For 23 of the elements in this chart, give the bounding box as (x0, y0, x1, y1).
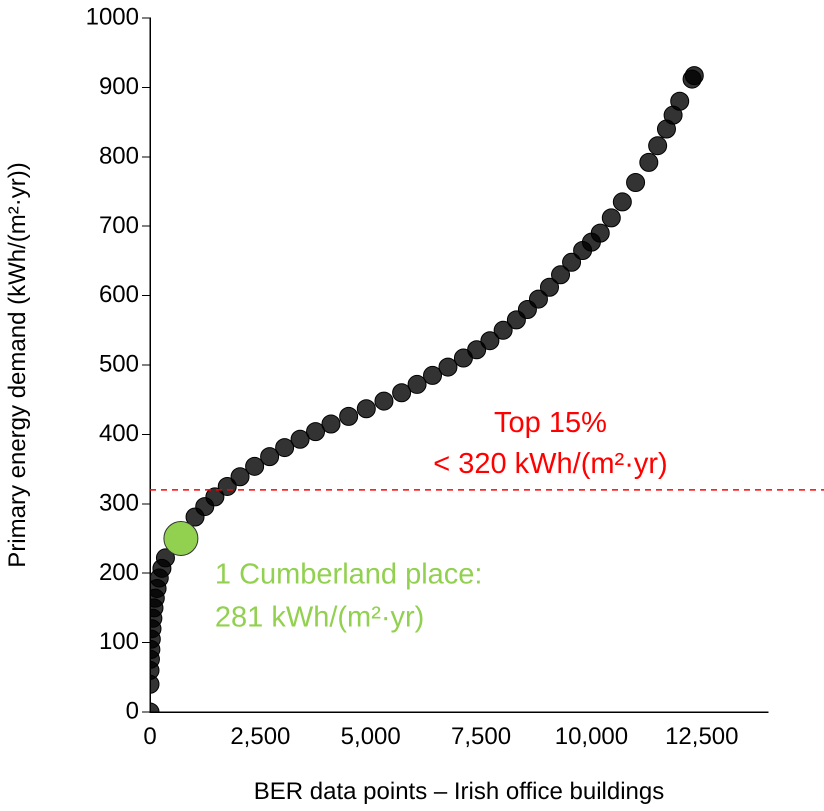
y-tick-label: 400 (98, 420, 139, 448)
y-tick-label: 500 (98, 350, 139, 378)
y-tick-label: 1000 (86, 4, 139, 31)
annotation: 281 kWh/(m²·yr) (214, 601, 424, 634)
y-tick-label: 800 (98, 142, 139, 170)
y-tick-label: 200 (98, 558, 139, 586)
annotation: 1 Cumberland place: (214, 558, 482, 590)
y-axis-title: Primary energy demand (kWh/(m²·yr)) (4, 162, 32, 568)
y-tick-label: 100 (98, 628, 139, 656)
y-tick-label: 300 (98, 489, 139, 516)
x-tick-label: 2,500 (230, 723, 290, 750)
x-tick-label: 5,000 (340, 723, 401, 750)
x-tick-label: 0 (143, 723, 157, 750)
y-tick-label: 0 (126, 698, 139, 725)
y-tick-label: 700 (98, 212, 139, 239)
y-tick-label: 900 (98, 73, 139, 100)
annotation: Top 15% (494, 406, 607, 439)
y-tick-label: 600 (98, 281, 139, 308)
x-tick-label: 7,500 (451, 723, 512, 750)
annotation: < 320 kWh/(m²·yr) (433, 448, 668, 480)
x-tick-label: 12,500 (665, 723, 738, 750)
x-tick-label: 10,000 (554, 723, 628, 750)
x-axis-title: BER data points – Irish office buildings (254, 778, 664, 806)
